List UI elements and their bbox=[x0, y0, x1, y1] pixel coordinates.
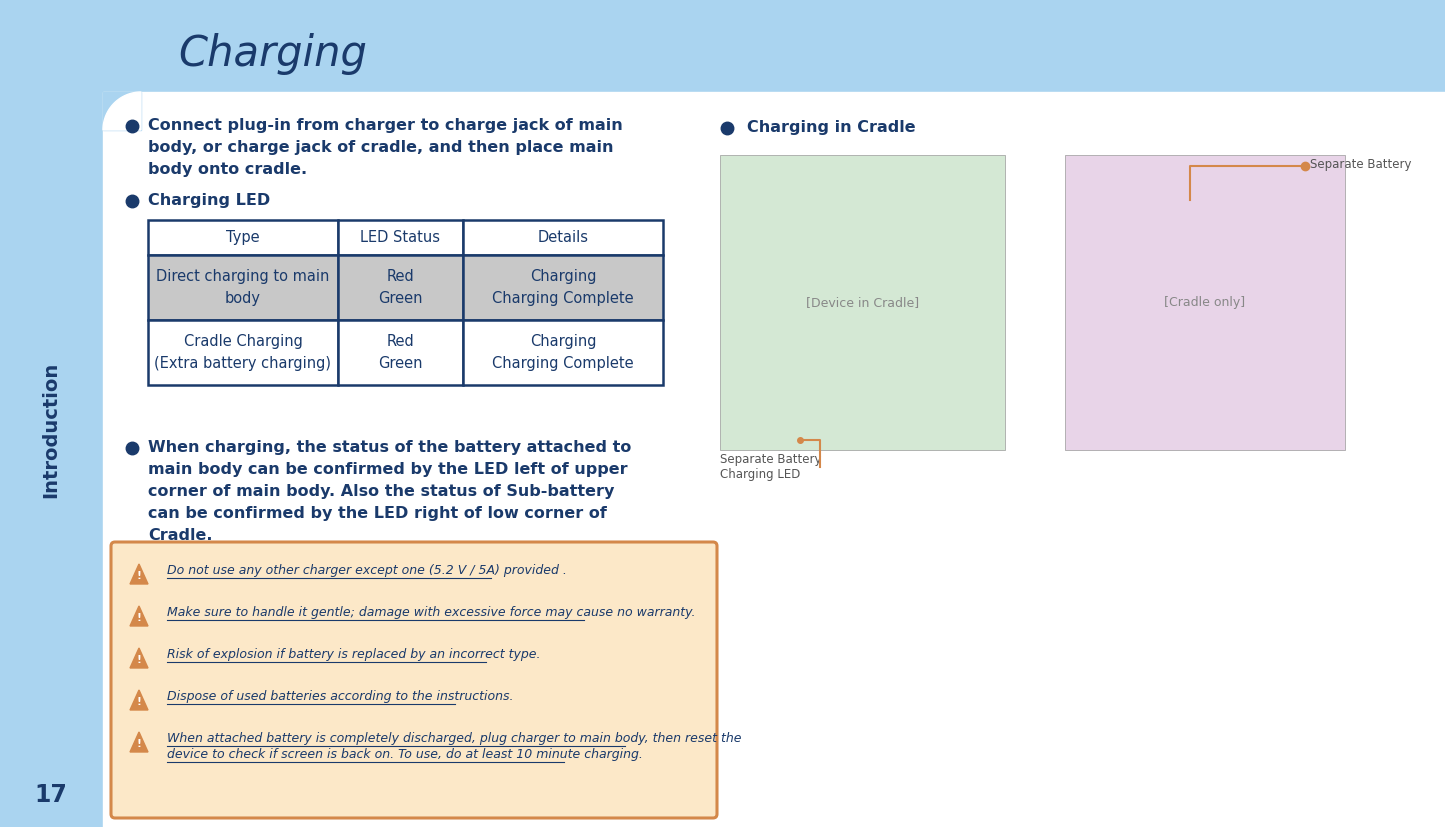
Text: main body can be confirmed by the LED left of upper: main body can be confirmed by the LED le… bbox=[147, 462, 627, 477]
Text: !: ! bbox=[137, 571, 142, 581]
Text: Red
Green: Red Green bbox=[379, 334, 423, 371]
Text: Separate Battery
Charging LED: Separate Battery Charging LED bbox=[720, 453, 822, 481]
Text: Cradle Charging
(Extra battery charging): Cradle Charging (Extra battery charging) bbox=[155, 334, 331, 371]
Bar bbox=[0, 0, 1445, 92]
Text: Make sure to handle it gentle; damage with excessive force may cause no warranty: Make sure to handle it gentle; damage wi… bbox=[168, 606, 695, 619]
Text: Cradle.: Cradle. bbox=[147, 528, 212, 543]
Bar bbox=[147, 220, 338, 255]
Polygon shape bbox=[130, 606, 147, 626]
Bar bbox=[462, 255, 663, 320]
Text: !: ! bbox=[137, 697, 142, 707]
Bar bbox=[0, 0, 103, 827]
Text: 17: 17 bbox=[35, 783, 68, 807]
Bar bbox=[338, 220, 462, 255]
Bar bbox=[147, 320, 338, 385]
Text: Charging LED: Charging LED bbox=[147, 193, 270, 208]
Polygon shape bbox=[130, 648, 147, 668]
Text: Connect plug-in from charger to charge jack of main: Connect plug-in from charger to charge j… bbox=[147, 118, 623, 133]
Text: body onto cradle.: body onto cradle. bbox=[147, 162, 308, 177]
Text: [Device in Cradle]: [Device in Cradle] bbox=[806, 296, 919, 309]
Bar bbox=[103, 92, 1445, 827]
Text: Charging
Charging Complete: Charging Charging Complete bbox=[493, 334, 634, 371]
Text: [Cradle only]: [Cradle only] bbox=[1165, 296, 1246, 309]
Text: LED Status: LED Status bbox=[360, 230, 441, 245]
Text: can be confirmed by the LED right of low corner of: can be confirmed by the LED right of low… bbox=[147, 506, 607, 521]
Text: !: ! bbox=[137, 739, 142, 749]
Bar bbox=[147, 255, 338, 320]
Polygon shape bbox=[103, 92, 142, 130]
Text: Type: Type bbox=[227, 230, 260, 245]
Text: When charging, the status of the battery attached to: When charging, the status of the battery… bbox=[147, 440, 631, 455]
Bar bbox=[462, 220, 663, 255]
Bar bbox=[103, 92, 142, 130]
FancyBboxPatch shape bbox=[111, 542, 717, 818]
Text: !: ! bbox=[137, 656, 142, 666]
Polygon shape bbox=[130, 732, 147, 752]
Text: Separate Battery: Separate Battery bbox=[1311, 158, 1412, 171]
Text: !: ! bbox=[137, 614, 142, 624]
Bar bbox=[338, 320, 462, 385]
Text: Charging
Charging Complete: Charging Charging Complete bbox=[493, 269, 634, 306]
Text: Direct charging to main
body: Direct charging to main body bbox=[156, 269, 329, 306]
Text: Do not use any other charger except one (5.2 V / 5A) provided .: Do not use any other charger except one … bbox=[168, 564, 566, 577]
Text: Dispose of used batteries according to the instructions.: Dispose of used batteries according to t… bbox=[168, 690, 513, 703]
Bar bbox=[1065, 155, 1345, 450]
Text: Charging: Charging bbox=[178, 33, 367, 75]
Bar bbox=[720, 155, 1006, 450]
Text: Details: Details bbox=[538, 230, 588, 245]
Text: body, or charge jack of cradle, and then place main: body, or charge jack of cradle, and then… bbox=[147, 140, 614, 155]
Polygon shape bbox=[130, 690, 147, 710]
Polygon shape bbox=[130, 564, 147, 584]
Text: Charging in Cradle: Charging in Cradle bbox=[747, 120, 916, 135]
Text: When attached battery is completely discharged, plug charger to main body, then : When attached battery is completely disc… bbox=[168, 732, 741, 745]
Bar bbox=[462, 320, 663, 385]
Text: corner of main body. Also the status of Sub-battery: corner of main body. Also the status of … bbox=[147, 484, 614, 499]
Text: Red
Green: Red Green bbox=[379, 269, 423, 306]
Text: Risk of explosion if battery is replaced by an incorrect type.: Risk of explosion if battery is replaced… bbox=[168, 648, 540, 661]
Bar bbox=[338, 255, 462, 320]
Text: Introduction: Introduction bbox=[42, 362, 61, 498]
Text: device to check if screen is back on. To use, do at least 10 minute charging.: device to check if screen is back on. To… bbox=[168, 748, 643, 761]
